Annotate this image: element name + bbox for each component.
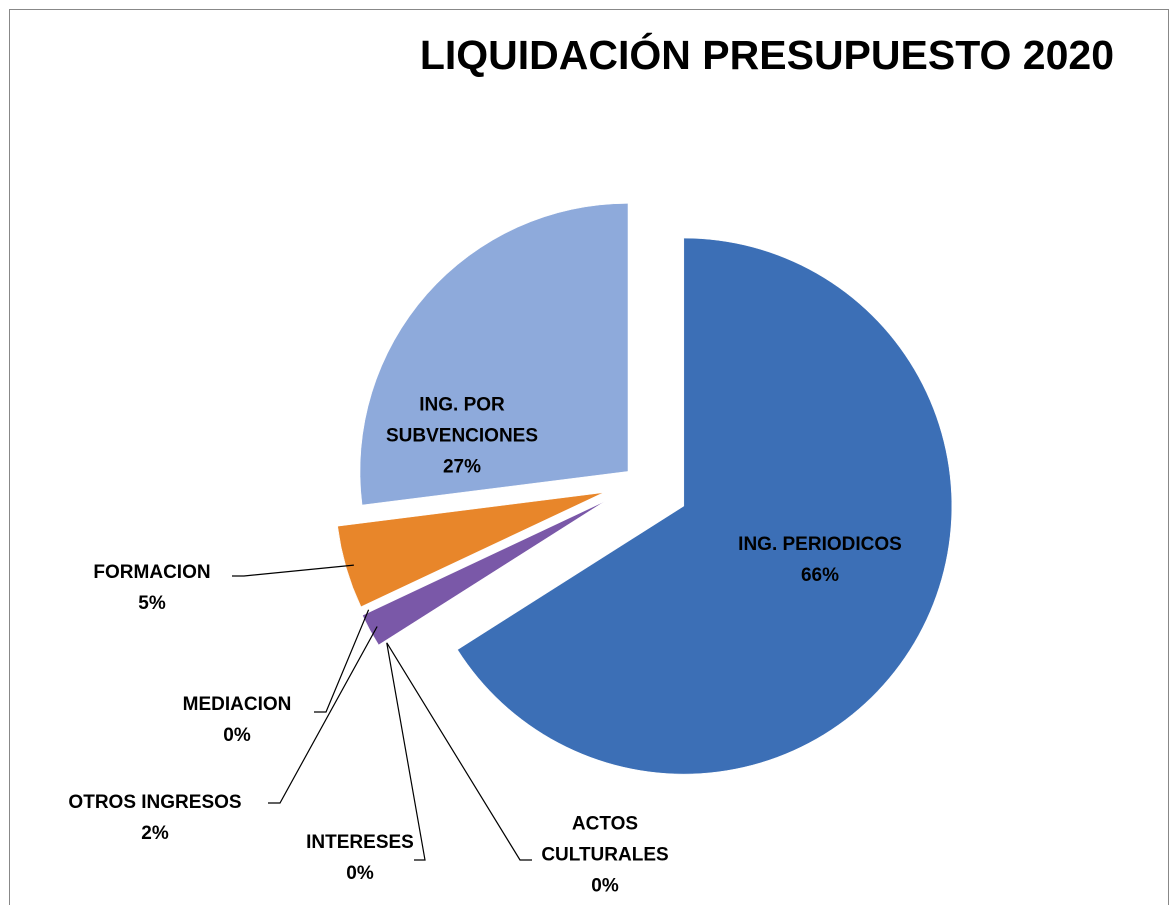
pie-slice (359, 203, 629, 506)
percent-label: 5% (138, 593, 166, 614)
category-label: ACTOS CULTURALES (541, 813, 669, 866)
percent-label: 0% (591, 875, 619, 897)
category-label: ING. POR SUBVENCIONES (385, 394, 539, 447)
data-label: ING. PERIODICOS 66% (735, 529, 905, 591)
data-label: INTERESES 0% (306, 827, 414, 889)
data-label: ING. POR SUBVENCIONES 27% (367, 390, 557, 483)
data-label: FORMACION 5% (93, 557, 210, 619)
pie-slice (337, 492, 604, 608)
category-label: ING. PERIODICOS (738, 534, 902, 555)
category-label: FORMACION (93, 562, 211, 583)
percent-label: 0% (223, 725, 251, 746)
leader-line (314, 609, 370, 713)
pie-slice (457, 237, 953, 775)
category-label: INTERESES (306, 832, 414, 853)
leader-line (232, 564, 354, 577)
percent-label: 2% (141, 823, 169, 844)
leader-line (386, 642, 532, 861)
data-label: ACTOS CULTURALES 0% (530, 809, 680, 902)
data-label: OTROS INGRESOS 2% (68, 787, 241, 849)
category-label: OTROS INGRESOS (68, 792, 242, 813)
chart-frame (9, 9, 1169, 905)
chart-title: LIQUIDACIÓN PRESUPUESTO 2020 (419, 32, 1114, 78)
percent-label: 0% (346, 863, 374, 884)
pie-slice (362, 501, 606, 646)
percent-label: 66% (800, 565, 840, 586)
leader-line (268, 626, 378, 804)
leader-line (386, 642, 426, 861)
category-label: MEDIACION (182, 694, 292, 715)
data-label: MEDIACION 0% (183, 689, 292, 751)
percent-label: 27% (442, 456, 482, 478)
